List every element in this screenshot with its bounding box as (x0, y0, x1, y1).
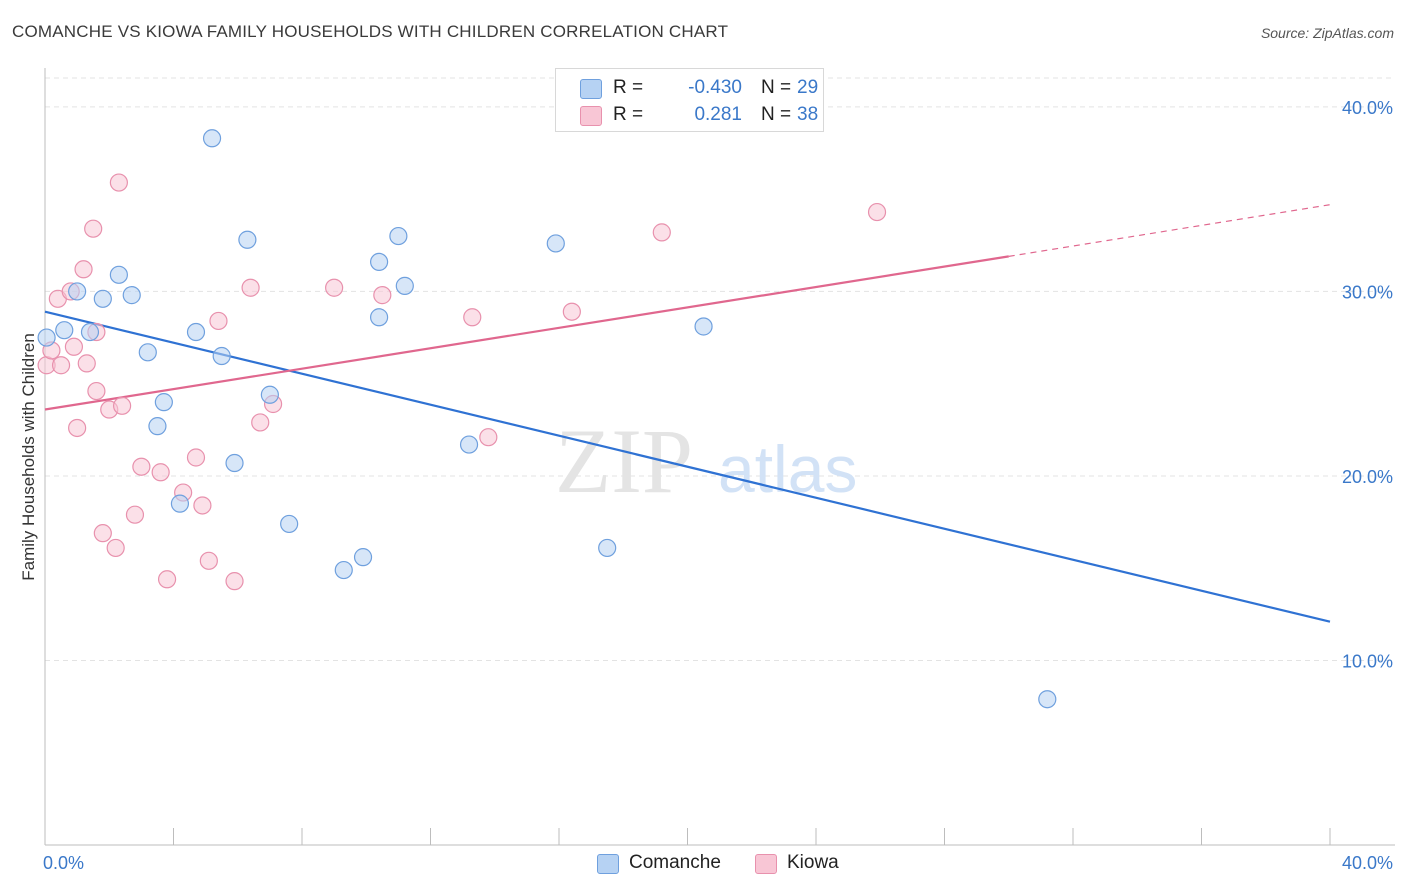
comanche-point (370, 308, 389, 327)
legend-label-comanche: Comanche (629, 852, 721, 873)
kiowa-swatch (580, 106, 602, 126)
kiowa-point (199, 551, 218, 570)
kiowa-point (157, 570, 177, 589)
kiowa-point (84, 219, 103, 238)
kiowa-point (479, 428, 498, 447)
n-value: 38 (797, 104, 819, 125)
y-tick-label: 20.0% (1342, 467, 1393, 487)
tick-labels: 10.0% 20.0% 30.0% 40.0% 0.0% 40.0% Family Hous… (19, 98, 1393, 873)
axes (44, 68, 1395, 846)
kiowa-point (867, 202, 887, 222)
comanche-swatch (580, 79, 602, 99)
kiowa-trend-line (44, 255, 1009, 411)
kiowa-point (77, 354, 96, 373)
kiowa-point (68, 418, 87, 438)
gridlines (45, 77, 1395, 661)
r-label: R = (613, 77, 644, 98)
comanche-point (260, 385, 279, 404)
comanche-point (353, 548, 373, 567)
comanche-point (1038, 690, 1057, 709)
chart-title: COMANCHE VS KIOWA FAMILY HOUSEHOLDS WITH… (12, 22, 729, 41)
kiowa-point (74, 260, 93, 279)
comanche-point (238, 230, 257, 249)
kiowa-point (112, 396, 132, 415)
kiowa-point (463, 308, 482, 327)
comanche-point (109, 265, 128, 284)
y-tick-label: 10.0% (1342, 651, 1393, 671)
comanche-point (598, 538, 617, 558)
x-tick-label: 40.0% (1342, 853, 1393, 873)
n-value: 29 (797, 77, 819, 98)
kiowa-point (87, 381, 106, 401)
kiowa-point (241, 278, 260, 297)
correlation-legend: R = -0.430 N = 29 R = 0.281 N = 38 (555, 68, 824, 132)
r-value: -0.430 (688, 77, 742, 98)
comanche-point (225, 453, 244, 473)
r-value: 0.281 (694, 104, 742, 125)
comanche-point (186, 322, 206, 342)
legend-label-kiowa: Kiowa (787, 852, 839, 873)
n-label: N = (761, 77, 792, 98)
watermark-zip: ZIP (555, 410, 693, 512)
comanche-point (80, 322, 100, 342)
y-axis-title: Family Households with Children (19, 333, 38, 581)
kiowa-point (209, 311, 228, 331)
kiowa-point (151, 463, 170, 482)
comanche-point (202, 129, 222, 148)
comanche-point (148, 417, 167, 436)
data-points (37, 129, 1057, 709)
kiowa-point (373, 286, 392, 305)
comanche-point (93, 289, 112, 308)
comanche-point (280, 514, 299, 534)
kiowa-point (51, 356, 71, 375)
comanche-point (68, 282, 87, 301)
kiowa-point (652, 223, 671, 242)
comanche-swatch (597, 854, 619, 874)
kiowa-point (193, 496, 212, 515)
kiowa-trend-extension (1008, 204, 1331, 257)
kiowa-point (64, 337, 84, 356)
comanche-point (546, 234, 565, 253)
comanche-point (122, 286, 141, 305)
comanche-point (370, 252, 389, 272)
comanche-point (395, 276, 414, 295)
trend-lines (44, 204, 1331, 623)
source-credit: Source: ZipAtlas.com (1260, 25, 1394, 41)
watermark-atlas: atlas (718, 432, 857, 506)
kiowa-point (325, 278, 344, 297)
comanche-point (212, 346, 231, 366)
comanche-point (170, 494, 190, 513)
kiowa-point (562, 302, 581, 321)
comanche-point (55, 321, 74, 340)
kiowa-point (186, 448, 206, 467)
kiowa-point (125, 505, 145, 524)
comanche-point (694, 317, 713, 336)
n-label: N = (761, 104, 792, 125)
comanche-point (154, 393, 173, 412)
kiowa-point (93, 524, 112, 543)
kiowa-point (109, 173, 128, 192)
comanche-point (459, 435, 479, 454)
comanche-point (138, 343, 157, 362)
watermark: ZIP atlas (555, 410, 857, 512)
comanche-point (334, 560, 353, 580)
kiowa-swatch (755, 854, 777, 874)
comanche-trend-line (44, 310, 1331, 623)
x-tick-label: 0.0% (43, 853, 84, 873)
kiowa-point (132, 457, 151, 476)
y-tick-label: 40.0% (1342, 98, 1393, 118)
kiowa-point (251, 413, 270, 432)
comanche-point (389, 226, 408, 246)
kiowa-point (225, 572, 244, 591)
y-tick-label: 30.0% (1342, 282, 1393, 302)
kiowa-point (106, 538, 125, 558)
comanche-point (37, 328, 56, 347)
r-label: R = (613, 104, 644, 125)
